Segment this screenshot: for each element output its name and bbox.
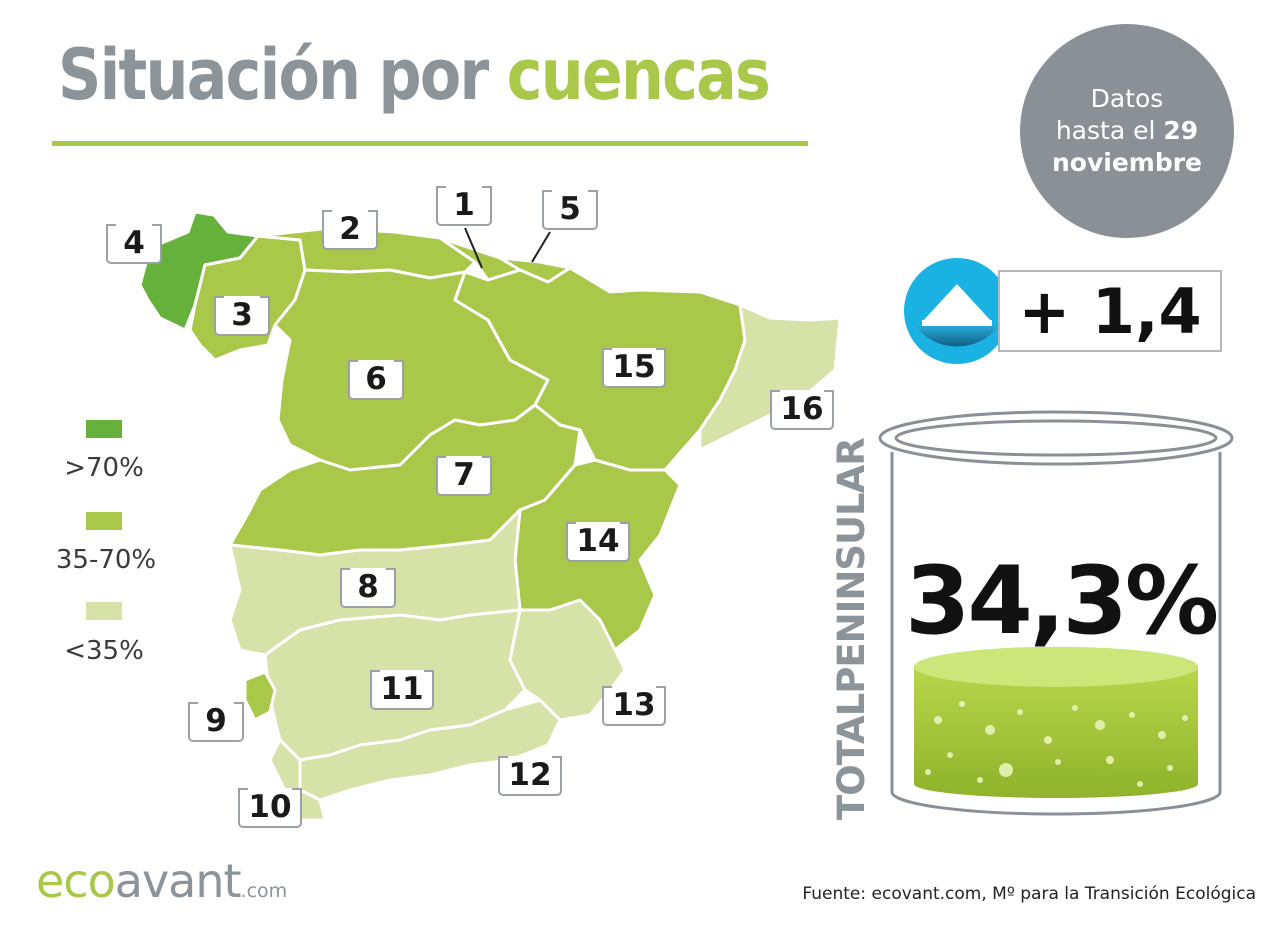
total-percent: 34,3% xyxy=(905,547,1219,656)
legend-swatch-high xyxy=(86,420,122,438)
date-prefix: hasta el xyxy=(1055,116,1156,145)
date-month: noviembre xyxy=(1051,148,1203,177)
basin-badge-13: 13 xyxy=(602,686,666,726)
date-line-1: Datos xyxy=(1090,84,1164,113)
logo-com: .com xyxy=(240,880,288,902)
basin-badge-5: 5 xyxy=(542,190,598,230)
leader-line-5 xyxy=(531,231,551,263)
basin-badge-3: 3 xyxy=(214,296,270,336)
title-highlight: cuencas xyxy=(506,34,771,116)
leader-line-1 xyxy=(464,227,483,269)
ecoavant-logo[interactable]: ecoavant.com xyxy=(36,858,287,904)
logo-eco: eco xyxy=(36,854,116,908)
basin-badge-4: 4 xyxy=(106,224,162,264)
title-underline xyxy=(52,141,808,146)
legend-swatch-mid xyxy=(86,512,122,530)
date-line-2: hasta el 29 xyxy=(1056,115,1198,147)
basin-badge-1: 1 xyxy=(436,186,492,226)
basin-region-16 xyxy=(698,303,842,452)
date-day: 29 xyxy=(1163,116,1199,145)
source-note: Fuente: ecovant.com, Mº para la Transici… xyxy=(802,884,1256,904)
basin-region-9 xyxy=(243,670,277,722)
basin-badge-7: 7 xyxy=(436,456,492,496)
jar-bubbles xyxy=(925,701,1188,787)
total-label-text: TOTALPENINSULAR xyxy=(830,438,873,820)
jar-liquid-surface xyxy=(914,646,1198,687)
reservoir-jar xyxy=(878,410,1234,816)
legend-label-low: <35% xyxy=(64,636,144,666)
legend-label-high: >70% xyxy=(64,453,144,483)
date-badge: Datos hasta el 29 noviembre xyxy=(1020,24,1234,238)
basin-badge-12: 12 xyxy=(498,756,562,796)
basin-map xyxy=(138,210,842,822)
legend-label-mid: 35-70% xyxy=(55,545,157,575)
basin-badge-16: 16 xyxy=(770,390,834,430)
title-main: Situación por xyxy=(58,34,489,116)
date-line-3: noviembre xyxy=(1052,147,1202,179)
basin-badge-15: 15 xyxy=(602,348,666,388)
basin-badge-8: 8 xyxy=(340,568,396,608)
basin-badge-10: 10 xyxy=(238,788,302,828)
basin-region-12 xyxy=(298,698,562,802)
logo-avant: avant xyxy=(114,854,242,908)
basin-badge-9: 9 xyxy=(188,702,244,742)
basin-badge-6: 6 xyxy=(348,360,404,400)
up-arrow-circle-icon xyxy=(904,258,1010,364)
legend-swatch-low xyxy=(86,602,122,620)
basin-badge-14: 14 xyxy=(566,522,630,562)
change-value: + 1,4 xyxy=(998,270,1222,352)
basin-badge-2: 2 xyxy=(322,210,378,250)
basin-badge-11: 11 xyxy=(370,670,434,710)
basin-region-10 xyxy=(268,738,327,822)
page-title: Situación por cuencas xyxy=(58,40,771,110)
jar-liquid xyxy=(914,666,1198,798)
